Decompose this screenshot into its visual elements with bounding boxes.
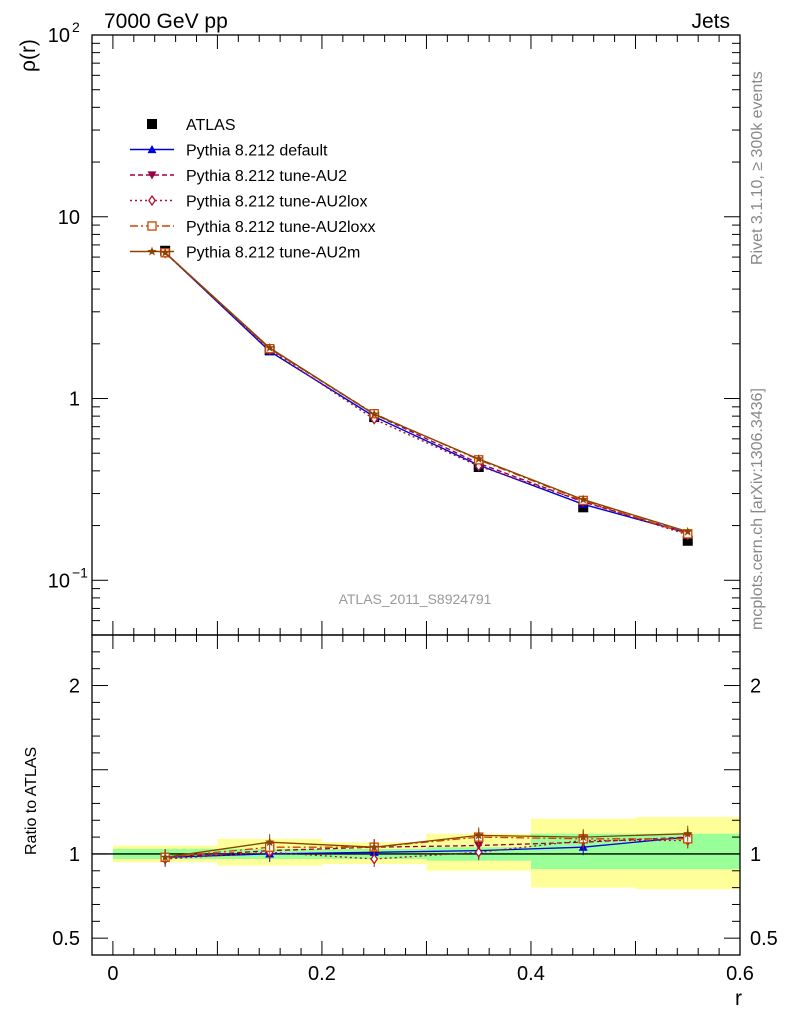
ratio-series-4-point-4 (578, 832, 588, 842)
series-4-point-4 (578, 494, 588, 504)
legend-marker-4 (147, 246, 157, 256)
ratio-series-2-point-3 (474, 846, 483, 858)
legend-marker-3 (147, 221, 157, 231)
side-text-bottom: mcplots.cern.ch [arXiv:1306.3436] (749, 388, 766, 630)
header-left: 7000 GeV pp (104, 10, 228, 33)
series-line-3 (164, 252, 688, 535)
ratio-line-3 (165, 836, 688, 858)
series-line-0 (164, 252, 688, 534)
legend-marker-atlas (147, 119, 157, 129)
ratio-y-tick-label-right-2: 2 (750, 676, 761, 698)
ratio-series-4-point-3 (474, 830, 484, 840)
legend-label-4: Pythia 8.212 tune-AU2m (186, 245, 360, 262)
legend-label-2: Pythia 8.212 tune-AU2lox (186, 194, 367, 211)
legend-label-1: Pythia 8.212 tune-AU2 (186, 168, 347, 185)
side-text-top: Rivet 3.1.10, ≥ 300k events (749, 71, 766, 265)
legend-marker-0 (147, 145, 157, 154)
main-y-tick-exp-3: 2 (72, 19, 80, 35)
series-line-4 (164, 252, 688, 533)
main-y-tick-exp-0: −1 (72, 564, 88, 580)
ratio-series-4-point-1 (265, 837, 275, 847)
main-y-tick-label-1: 1 (69, 389, 80, 411)
series-4-point-0 (160, 247, 170, 257)
ratio-y-tick-label-right-0: 0.5 (750, 928, 778, 950)
ratio-xlabel: r (735, 987, 742, 1010)
main-y-tick-label-3: 10 (48, 25, 70, 47)
series-4-point-3 (474, 454, 484, 463)
ratio-series-4-point-0 (160, 852, 170, 862)
series-line-2 (164, 252, 688, 536)
series-4-point-1 (265, 342, 275, 352)
ratio-y-tick-label-1: 1 (69, 844, 80, 866)
watermark: ATLAS_2011_S8924791 (339, 591, 492, 607)
ratio-frame (91, 634, 741, 956)
ratio-plot-area: 0 0.2 0.4 0.6 0.5 0.5 1 1 2 2 (52, 634, 778, 985)
legend-label-3: Pythia 8.212 tune-AU2loxx (186, 219, 375, 236)
main-ylabel: ρ(r) (17, 39, 40, 72)
ratio-y-tick-label-right-1: 1 (750, 844, 761, 866)
main-y-tick-label-2: 10 (58, 207, 80, 229)
x-tick-label-0: 0 (107, 963, 118, 985)
x-tick-label-3: 0.6 (726, 963, 754, 985)
main-y-tick-label-0: 10 (48, 570, 70, 592)
x-tick-label-2: 0.4 (517, 963, 545, 985)
legend: ATLAS Pythia 8.212 default Pythia 8.212 tu… (130, 117, 375, 262)
legend-label-atlas: ATLAS (186, 117, 236, 134)
ratio-line-1 (165, 836, 688, 858)
legend-label-0: Pythia 8.212 default (186, 143, 328, 160)
header-right: Jets (691, 10, 730, 33)
atlas-point-5 (682, 535, 693, 546)
ratio-line-0 (165, 836, 688, 858)
series-4-point-2 (369, 409, 379, 419)
ratio-y-tick-label-2: 2 (69, 676, 80, 698)
ratio-series-4-point-2 (369, 842, 379, 852)
legend-marker-1 (147, 171, 157, 180)
series-line-1 (164, 252, 688, 534)
ratio-line-2 (165, 839, 688, 860)
ratio-y-tick-label-0: 0.5 (52, 928, 80, 950)
ratio-line-4 (165, 833, 688, 858)
x-tick-label-1: 0.2 (308, 963, 336, 985)
legend-marker-2 (148, 194, 156, 207)
ratio-series-2-point-2 (370, 853, 379, 865)
ratio-series-4-point-5 (683, 828, 693, 838)
series-4-point-5 (683, 526, 693, 536)
ratio-ylabel: Ratio to ATLAS (23, 747, 40, 855)
